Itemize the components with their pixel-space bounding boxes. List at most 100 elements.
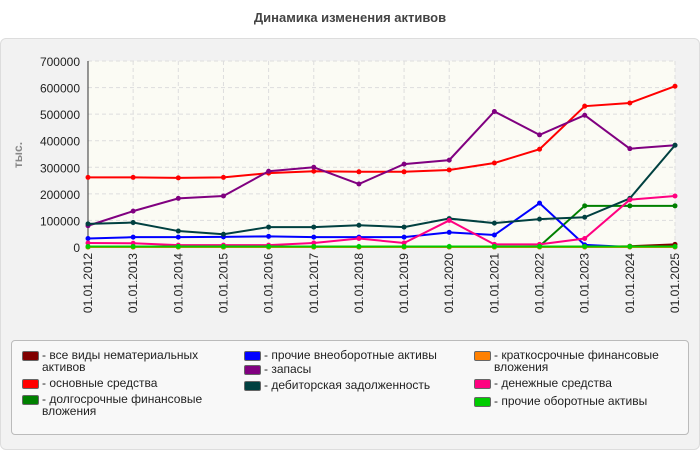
- data-point: [672, 243, 678, 249]
- x-tick-label: 01.01.2021: [487, 253, 501, 313]
- data-point: [266, 224, 272, 230]
- data-point: [175, 175, 181, 181]
- data-point: [401, 169, 407, 175]
- data-point: [491, 220, 497, 226]
- data-point: [446, 229, 452, 235]
- data-point: [311, 243, 317, 249]
- series-line: [87, 194, 676, 247]
- data-point: [220, 231, 226, 237]
- data-point: [130, 243, 136, 249]
- data-point: [311, 234, 317, 240]
- y-axis-label: тыс.: [11, 142, 25, 168]
- legend-item: - долгосрочные финансовые вложения: [22, 393, 237, 417]
- plot-area: [88, 61, 675, 247]
- data-point: [401, 240, 407, 246]
- data-point: [85, 235, 91, 241]
- legend-item: - основные средства: [22, 377, 237, 389]
- legend-swatch: [474, 351, 491, 361]
- x-tick-label: 01.01.2020: [442, 253, 456, 313]
- legend-label: - денежные средства: [494, 376, 612, 390]
- data-point: [356, 235, 362, 241]
- data-point: [175, 228, 181, 234]
- data-point: [220, 243, 226, 249]
- data-point: [491, 232, 497, 238]
- data-point: [627, 197, 633, 203]
- data-point: [627, 243, 633, 249]
- legend-item: - краткосрочные финансовые вложения: [474, 349, 689, 373]
- legend-swatch: [244, 351, 261, 361]
- data-point: [446, 157, 452, 163]
- legend-swatch: [474, 379, 491, 389]
- y-tick-label: 100000: [40, 214, 80, 228]
- data-point: [537, 216, 543, 222]
- data-point: [130, 234, 136, 240]
- legend-item: - прочие внеоборотные активы: [244, 349, 459, 361]
- data-point: [401, 161, 407, 167]
- data-point: [311, 224, 317, 230]
- data-point: [537, 243, 543, 249]
- data-point: [582, 103, 588, 109]
- legend-item: - прочие оборотные активы: [474, 395, 689, 407]
- x-tick-label: 01.01.2012: [81, 253, 95, 313]
- data-point: [85, 174, 91, 180]
- series-line: [87, 110, 676, 227]
- data-point: [401, 234, 407, 240]
- data-point: [446, 243, 452, 249]
- x-tick-label: 01.01.2013: [126, 253, 140, 313]
- y-tick-label: 0: [73, 241, 80, 255]
- legend-item: - дебиторская задолженность: [244, 379, 459, 391]
- series-line: [88, 85, 676, 179]
- chart-title: Динамика изменения активов: [253, 10, 447, 25]
- x-tick-label: 01.01.2019: [397, 253, 411, 313]
- legend-label: - дебиторская задолженность: [264, 378, 431, 392]
- legend-label: - запасы: [264, 362, 312, 376]
- data-point: [627, 146, 633, 152]
- data-point: [130, 174, 136, 180]
- data-point: [537, 132, 543, 138]
- chart-plot: 0 100000 200000 300000 400000 500000 600000 700…: [11, 55, 682, 313]
- y-tick-label: 300000: [40, 161, 80, 175]
- x-tick-label: 01.01.2015: [216, 253, 230, 313]
- data-point: [446, 167, 452, 173]
- data-point: [537, 146, 543, 152]
- data-point: [175, 234, 181, 240]
- legend-label: - краткосрочные финансовые вложения: [494, 348, 659, 374]
- legend-swatch: [22, 379, 39, 389]
- legend-item: - денежные средства: [474, 377, 689, 389]
- data-point: [220, 193, 226, 199]
- data-point: [627, 100, 633, 106]
- x-tick-label: 01.01.2024: [623, 253, 637, 313]
- x-tick-label: 01.01.2016: [262, 253, 276, 313]
- x-tick-label: 01.01.2018: [352, 253, 366, 313]
- y-tick-label: 400000: [40, 135, 80, 149]
- data-point: [537, 200, 543, 206]
- data-point: [582, 112, 588, 118]
- y-tick-label: 600000: [40, 82, 80, 96]
- series-line: [87, 201, 675, 248]
- data-point: [672, 83, 678, 89]
- legend: - все виды нематериальных активов - основ…: [11, 340, 689, 435]
- data-point: [491, 243, 497, 249]
- legend-label: - основные средства: [42, 376, 158, 390]
- x-tick-label: 01.01.2014: [171, 253, 185, 313]
- data-point: [220, 174, 226, 180]
- y-tick-label: 500000: [40, 108, 80, 122]
- data-point: [85, 243, 91, 249]
- data-point: [582, 214, 588, 220]
- legend-label: - долгосрочные финансовые вложения: [42, 392, 203, 418]
- data-point: [627, 203, 633, 209]
- legend-swatch: [244, 365, 261, 375]
- data-point: [311, 240, 317, 246]
- data-point: [491, 108, 497, 114]
- data-point: [266, 243, 272, 249]
- legend-label: - прочие оборотные активы: [494, 394, 648, 408]
- data-point: [356, 169, 362, 175]
- data-point: [582, 243, 588, 249]
- data-point: [446, 217, 452, 223]
- series-line: [87, 144, 676, 236]
- legend-swatch: [474, 397, 491, 407]
- y-tick-label: 700000: [40, 55, 80, 69]
- data-point: [582, 235, 588, 241]
- data-point: [311, 164, 317, 170]
- legend-item: - все виды нематериальных активов: [22, 349, 237, 373]
